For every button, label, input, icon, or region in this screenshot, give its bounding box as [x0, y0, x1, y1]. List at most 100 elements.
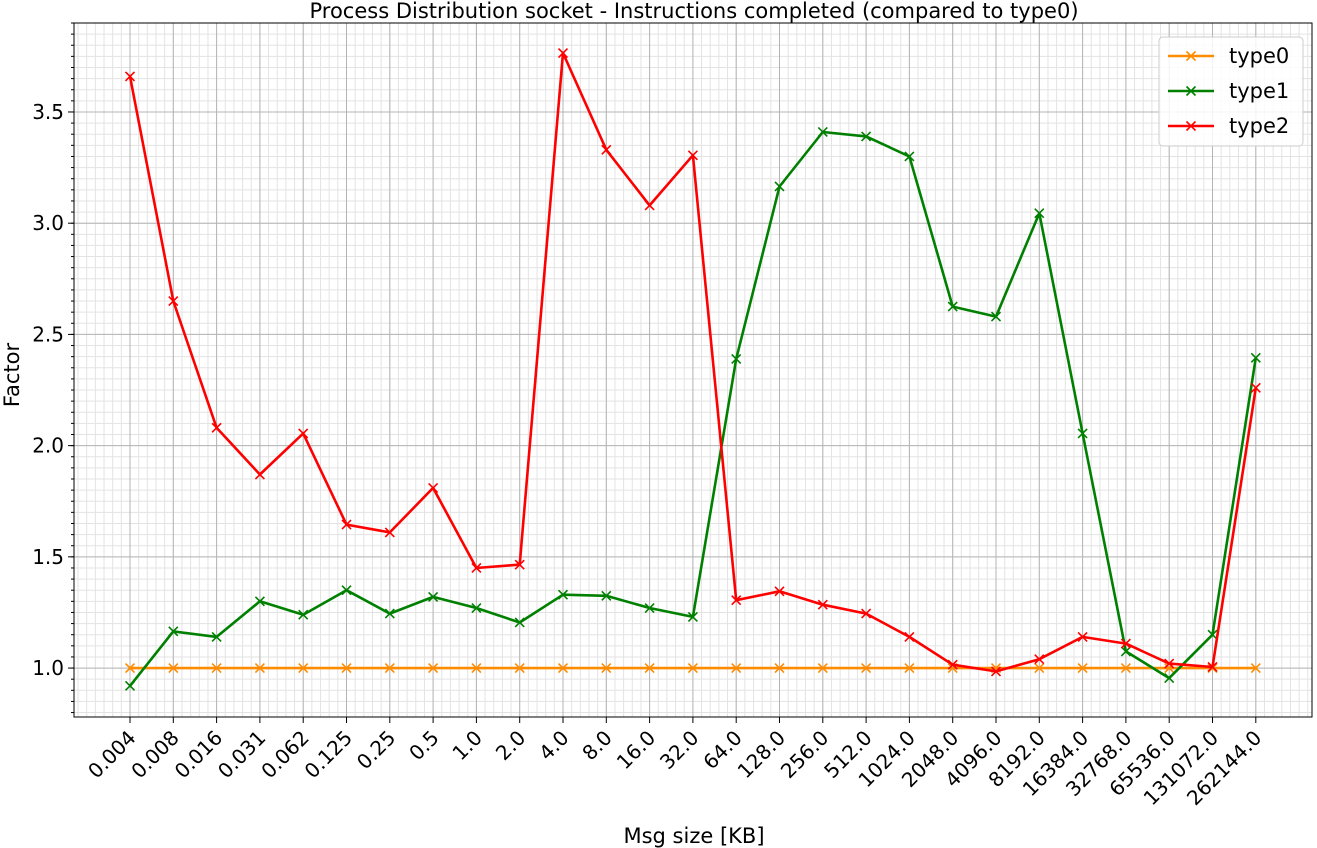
y-tick-label: 3.5 — [32, 100, 64, 124]
data-point — [298, 662, 309, 674]
series-type0 — [124, 662, 1261, 674]
data-point — [211, 422, 222, 433]
data-point — [817, 662, 828, 674]
data-point — [687, 150, 698, 161]
data-point — [471, 602, 482, 614]
legend-label: type2 — [1229, 114, 1289, 138]
data-point — [298, 428, 309, 439]
legend-label: type1 — [1229, 79, 1289, 103]
legend-marker — [1185, 85, 1197, 97]
chart-title: Process Distribution socket - Instructio… — [309, 0, 1078, 23]
y-axis-label: Factor — [0, 343, 24, 408]
data-point — [601, 662, 612, 674]
data-point — [168, 626, 179, 637]
y-axis: 1.0 1.5 2.0 2.5 3.0 3.5 — [32, 22, 74, 714]
legend: type0 type1 type2 — [1158, 36, 1304, 147]
data-point — [1034, 208, 1045, 219]
data-point — [731, 353, 742, 364]
data-point — [514, 662, 525, 674]
data-point — [861, 608, 872, 619]
data-point — [904, 662, 915, 674]
data-point — [384, 662, 395, 674]
data-point — [817, 599, 828, 610]
data-point — [904, 151, 915, 162]
data-point — [1120, 638, 1131, 649]
legend-label: type0 — [1229, 44, 1289, 68]
data-point — [124, 680, 136, 691]
data-point — [601, 590, 612, 601]
data-point — [557, 47, 569, 59]
data-point — [168, 295, 179, 307]
data-point — [990, 666, 1002, 677]
data-point — [644, 662, 655, 674]
legend-marker — [1185, 120, 1197, 132]
y-tick-label: 2.5 — [32, 322, 64, 346]
y-tick-label: 1.5 — [32, 545, 64, 569]
data-point — [1164, 673, 1175, 684]
data-point — [557, 589, 569, 600]
data-point — [124, 71, 136, 82]
data-point — [1034, 654, 1045, 665]
data-point — [601, 144, 612, 155]
data-point — [731, 595, 742, 606]
data-point — [1164, 658, 1175, 669]
data-point — [687, 662, 698, 674]
data-point — [644, 200, 655, 211]
legend-marker — [1185, 50, 1197, 62]
data-point — [774, 662, 785, 674]
data-point — [211, 662, 222, 674]
data-point — [947, 659, 958, 670]
data-point — [1077, 428, 1088, 439]
data-point — [644, 602, 655, 614]
data-point — [254, 596, 265, 607]
series-type2 — [124, 47, 1261, 677]
data-point — [428, 482, 439, 493]
data-point — [298, 609, 309, 620]
data-point — [1250, 662, 1261, 674]
data-point — [428, 591, 439, 602]
data-point — [947, 301, 958, 312]
y-tick-label: 2.0 — [32, 434, 64, 458]
data-point — [990, 311, 1002, 322]
data-point — [774, 586, 785, 597]
data-point — [384, 527, 395, 538]
data-point — [341, 519, 352, 530]
data-point — [341, 662, 352, 674]
data-point — [254, 469, 265, 480]
data-point — [1034, 662, 1045, 674]
x-axis-label: Msg size [KB] — [623, 824, 764, 848]
data-point — [1120, 662, 1131, 674]
data-point — [1207, 661, 1218, 673]
data-point — [341, 585, 352, 596]
data-point — [557, 662, 569, 674]
data-point — [514, 559, 525, 570]
data-point — [817, 126, 828, 138]
data-point — [861, 662, 872, 674]
data-point — [428, 662, 439, 674]
data-point — [124, 662, 136, 674]
data-point — [254, 662, 265, 674]
series-layer — [124, 47, 1261, 691]
data-point — [384, 608, 395, 619]
data-point — [211, 631, 222, 642]
y-tick-label: 1.0 — [32, 656, 64, 680]
data-point — [904, 631, 915, 642]
data-point — [1250, 352, 1261, 363]
data-point — [471, 562, 482, 574]
data-point — [774, 181, 785, 192]
data-point — [731, 662, 742, 674]
data-point — [1077, 662, 1088, 674]
data-point — [687, 611, 698, 622]
y-tick-label: 3.0 — [32, 211, 64, 235]
series-type1 — [124, 126, 1261, 691]
data-point — [1207, 629, 1218, 640]
data-point — [168, 662, 179, 674]
data-point — [861, 131, 872, 142]
legend-box — [1158, 36, 1304, 147]
data-point — [471, 662, 482, 674]
data-point — [1120, 646, 1131, 657]
data-point — [514, 617, 525, 628]
data-point — [1077, 631, 1088, 642]
data-point — [1250, 382, 1261, 393]
